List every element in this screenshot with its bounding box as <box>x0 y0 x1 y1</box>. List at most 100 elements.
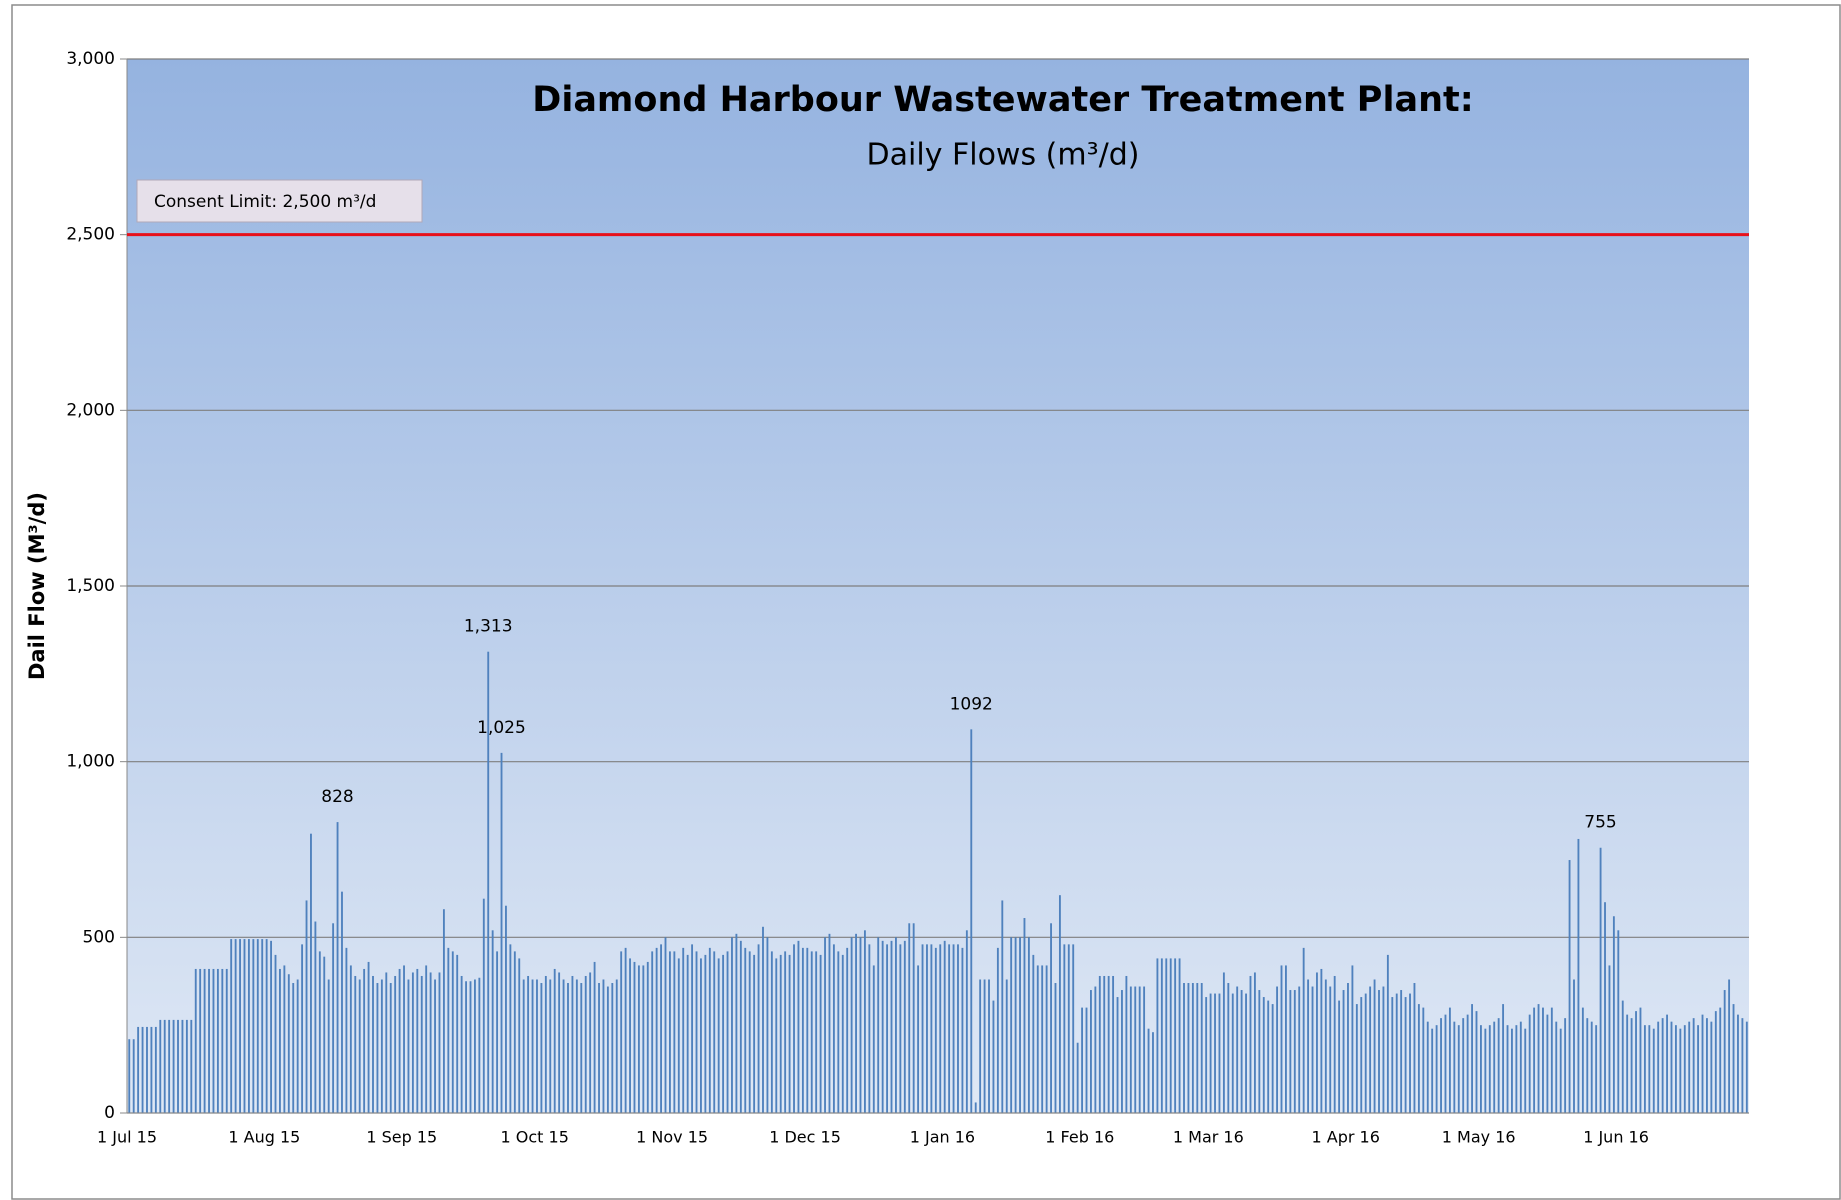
bar <box>491 930 494 1113</box>
bar <box>553 968 556 1113</box>
bar <box>487 651 490 1113</box>
bar <box>1701 1014 1704 1113</box>
bar <box>212 968 215 1113</box>
bar <box>1737 1014 1739 1113</box>
bar <box>1107 975 1110 1113</box>
bar <box>168 1019 171 1113</box>
bar <box>1262 997 1265 1113</box>
bar <box>438 972 441 1113</box>
bar <box>571 975 574 1113</box>
bar <box>442 909 445 1113</box>
bar <box>1174 958 1177 1113</box>
bar <box>239 939 241 1113</box>
bar <box>797 940 800 1113</box>
bar <box>1324 979 1327 1113</box>
bar <box>527 975 530 1113</box>
bar <box>598 983 600 1113</box>
bar <box>655 947 658 1113</box>
bar <box>1612 916 1615 1113</box>
bar <box>363 968 366 1113</box>
bar <box>1652 1028 1655 1113</box>
bar <box>1364 993 1367 1113</box>
bar <box>1741 1018 1744 1113</box>
bar <box>575 979 578 1113</box>
bar <box>1285 965 1287 1113</box>
bar <box>1103 975 1106 1113</box>
bar <box>1404 997 1407 1113</box>
bar <box>1511 1028 1513 1113</box>
bar <box>992 1000 995 1113</box>
bar <box>806 947 809 1113</box>
bar <box>349 965 352 1113</box>
bar <box>1728 979 1731 1113</box>
bar <box>1697 1025 1700 1113</box>
bar <box>549 979 552 1113</box>
bar <box>1205 997 1208 1113</box>
bar <box>385 972 388 1113</box>
bar <box>1550 1007 1553 1113</box>
bar <box>261 939 264 1113</box>
bar <box>633 961 636 1113</box>
bar <box>447 947 450 1113</box>
bar <box>150 1026 153 1113</box>
y-tick-label: 0 <box>104 1103 115 1123</box>
y-tick-label: 2,500 <box>66 225 115 245</box>
bar <box>917 965 920 1113</box>
bar <box>1081 1007 1084 1113</box>
bar <box>1493 1021 1496 1113</box>
bar <box>1329 986 1332 1113</box>
bar <box>403 965 405 1113</box>
bar <box>1183 983 1185 1113</box>
bar <box>567 983 569 1113</box>
bar <box>456 954 459 1113</box>
y-tick-label: 2,000 <box>66 400 115 420</box>
bar <box>137 1026 140 1113</box>
bar <box>988 979 990 1113</box>
bar <box>1546 1014 1549 1113</box>
bar <box>1599 847 1602 1113</box>
bar <box>1302 947 1305 1113</box>
bar <box>1094 986 1097 1113</box>
data-label: 1092 <box>950 694 993 714</box>
bar <box>863 930 866 1113</box>
bar <box>1533 1007 1536 1113</box>
bar <box>779 954 782 1113</box>
bar <box>886 944 889 1113</box>
bar <box>1431 1028 1434 1113</box>
bar <box>1258 990 1261 1113</box>
bar <box>296 979 299 1113</box>
bar <box>394 975 397 1113</box>
bar <box>722 954 725 1113</box>
bar <box>686 954 689 1113</box>
bar <box>518 958 521 1113</box>
bar <box>580 983 583 1113</box>
bar <box>1063 944 1066 1113</box>
bar <box>1373 979 1376 1113</box>
bar <box>1125 975 1128 1113</box>
bar <box>1732 1004 1735 1113</box>
bar <box>668 951 671 1113</box>
bar <box>1422 1007 1425 1113</box>
bar <box>274 954 277 1113</box>
bar <box>469 981 472 1113</box>
bar <box>859 937 862 1113</box>
bar <box>407 979 410 1113</box>
bar <box>1267 1000 1270 1113</box>
bar <box>952 944 955 1113</box>
bar <box>1298 986 1301 1113</box>
x-tick-label: 1 Apr 16 <box>1312 1128 1380 1147</box>
bar <box>354 975 357 1113</box>
bar <box>708 947 711 1113</box>
bar <box>332 923 335 1113</box>
bar <box>1409 993 1411 1113</box>
bar <box>1178 958 1181 1113</box>
chart-title: Diamond Harbour Wastewater Treatment Pla… <box>532 80 1473 120</box>
bar <box>1674 1025 1677 1113</box>
bar <box>1466 1014 1469 1113</box>
bar <box>673 951 676 1113</box>
bar <box>1360 997 1363 1113</box>
bar <box>190 1019 193 1113</box>
bar <box>425 965 428 1113</box>
bar <box>1457 1025 1460 1113</box>
bar <box>451 951 454 1113</box>
